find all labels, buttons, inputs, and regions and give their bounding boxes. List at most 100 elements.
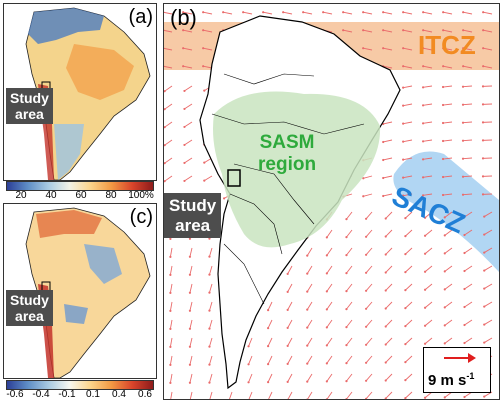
wind-arrow [189, 319, 193, 329]
wind-arrow [346, 283, 353, 292]
wind-arrow [405, 283, 413, 291]
wind-arrow [346, 211, 353, 220]
wind-arrow [346, 373, 353, 382]
wind-arrow-head [441, 157, 445, 161]
wind-arrow-head [364, 397, 368, 399]
wind-arrow-head [384, 235, 387, 238]
wind-arrow [169, 265, 173, 275]
wind-arrow-head [423, 396, 427, 399]
wind-arrow [383, 175, 393, 179]
panel-c-north [36, 210, 102, 238]
wind-arrow [267, 337, 273, 347]
wind-arrow [483, 29, 493, 33]
wind-legend-unit: m s [440, 372, 467, 389]
wind-arrow-head [208, 327, 211, 330]
wind-arrow-head [325, 236, 328, 239]
wind-arrow-head [183, 179, 186, 183]
panel-c-label: (c) [129, 206, 153, 228]
wind-arrow [423, 65, 433, 69]
wind-arrow-head [423, 324, 427, 327]
wind-arrow [189, 337, 193, 347]
wind-arrow [164, 11, 173, 15]
wind-arrow [209, 283, 213, 293]
wind-arrow-head [423, 288, 427, 291]
wind-arrow [464, 319, 473, 326]
wind-arrow [287, 283, 293, 293]
wind-arrow-head [325, 254, 328, 257]
wind-arrow-head [208, 255, 211, 258]
wind-arrow-head [463, 341, 466, 345]
wind-arrow-head [306, 254, 309, 257]
wind-arrow [184, 175, 193, 182]
wind-arrow-head [421, 176, 425, 179]
wind-arrow [184, 157, 193, 164]
wind-arrow-head [384, 271, 387, 274]
wind-legend-arrow [444, 353, 476, 363]
wind-arrow [463, 47, 473, 51]
wind-arrow [363, 29, 373, 33]
wind-arrow [169, 319, 173, 329]
wind-arrow-head [325, 272, 328, 275]
wind-arrow [209, 265, 213, 275]
wind-arrow-head [362, 47, 365, 50]
wind-arrow-head [441, 139, 445, 143]
wind-arrow-head [483, 287, 486, 290]
wind-arrow [383, 47, 393, 51]
wind-arrow-head [462, 47, 465, 50]
sasm-word-1: SASM [259, 132, 315, 153]
wind-arrow [385, 283, 393, 291]
wind-arrow [365, 355, 373, 364]
wind-arrow-head [481, 121, 485, 124]
wind-arrow [223, 11, 233, 15]
wind-arrow [424, 229, 433, 237]
colorbar-c [6, 380, 154, 390]
wind-arrow [164, 175, 173, 182]
wind-arrow [287, 337, 293, 347]
wind-arrow-head [202, 11, 205, 14]
wind-arrow [363, 11, 373, 15]
wind-arrow [443, 103, 453, 106]
wind-arrow [483, 11, 493, 15]
wind-arrow [189, 355, 193, 365]
wind-arrow [464, 265, 473, 272]
wind-arrow-head [345, 379, 348, 383]
colorbar-tick-label: 40 [45, 190, 57, 201]
sasm-region-label: SASM region [258, 132, 316, 176]
wind-arrow-head [182, 47, 185, 50]
wind-arrow-head [286, 326, 289, 329]
wind-arrow-head [483, 323, 486, 326]
wind-arrow-head [169, 363, 172, 366]
wind-arrow [363, 175, 373, 179]
wind-arrow-head [443, 342, 446, 345]
wind-arrow-head [362, 11, 365, 14]
wind-arrow [462, 157, 473, 160]
wind-arrow [443, 139, 453, 142]
wind-arrow-head [423, 270, 427, 273]
wind-arrow [164, 121, 173, 128]
wind-arrow-head [441, 103, 445, 107]
wind-arrow [209, 319, 213, 329]
panel-b-study-area-label: Study area [164, 193, 222, 239]
wind-arrow [326, 319, 333, 328]
wind-arrow-head [483, 395, 486, 398]
wind-arrow [164, 47, 173, 51]
wind-arrow [203, 29, 213, 33]
colorbar-tick-label: 0.6 [138, 389, 152, 400]
wind-arrow [287, 391, 293, 399]
colorbar-a [6, 181, 154, 191]
wind-arrow [444, 337, 453, 344]
study-area-word-2: area [15, 106, 44, 123]
wind-arrow [385, 265, 393, 273]
wind-arrow-head [247, 345, 250, 348]
wind-arrow-head [306, 272, 309, 275]
wind-arrow [306, 247, 313, 256]
wind-arrow-head [461, 85, 465, 88]
wind-arrow-head [169, 255, 172, 258]
wind-arrow-head [382, 194, 385, 198]
wind-arrow [423, 85, 433, 88]
wind-arrow-head [364, 217, 368, 220]
wind-arrow [183, 11, 193, 15]
wind-arrow [462, 85, 473, 88]
wind-arrow-head [404, 307, 407, 310]
wind-arrow [423, 121, 433, 124]
